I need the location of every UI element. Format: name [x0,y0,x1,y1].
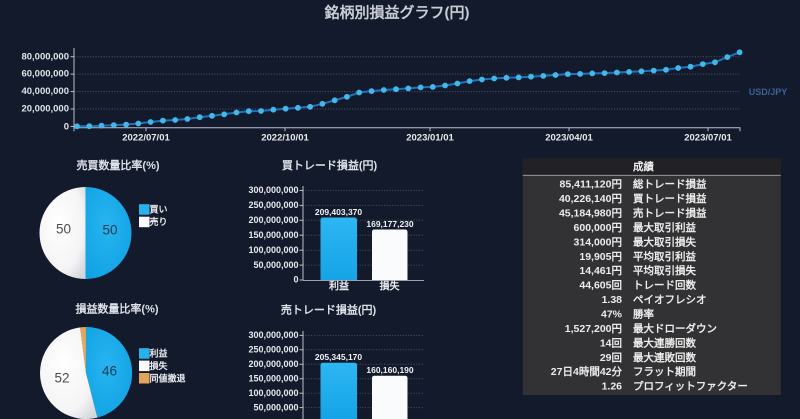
svg-text:50: 50 [102,223,117,238]
svg-text:買トレード損益: 買トレード損益 [633,192,707,205]
svg-text:314,000円: 314,000円 [574,236,622,248]
svg-text:50: 50 [56,222,71,237]
svg-text:プロフィットファクター: プロフィットファクター [633,380,748,393]
svg-text:46: 46 [102,364,117,379]
svg-text:45,184,980円: 45,184,980円 [559,208,622,220]
svg-text:2023/04/01: 2023/04/01 [545,132,593,143]
svg-text:300,000,000: 300,000,000 [248,330,298,340]
svg-text:100,000,000: 100,000,000 [248,245,298,255]
svg-text:1,527,200円: 1,527,200円 [565,323,622,335]
svg-text:50,000,000: 50,000,000 [253,260,298,270]
svg-text:44,605回: 44,605回 [579,280,622,292]
svg-text:1.38: 1.38 [602,294,623,306]
svg-text:600,000円: 600,000円 [574,222,622,234]
svg-text:0: 0 [293,275,298,285]
svg-text:最大連敗回数: 最大連敗回数 [633,351,696,364]
svg-text:総トレード損益: 総トレード損益 [633,178,707,191]
svg-text:40,226,140円: 40,226,140円 [559,193,622,205]
svg-text:200,000,000: 200,000,000 [248,359,298,369]
svg-text:USD/JPY: USD/JPY [749,87,788,97]
svg-text:0: 0 [64,121,69,132]
svg-text:売トレード損益: 売トレード損益 [633,207,707,220]
svg-text:205,345,170: 205,345,170 [315,352,363,362]
svg-text:最大ドローダウン: 最大ドローダウン [633,322,717,335]
svg-text:売り: 売り [150,216,168,227]
svg-text:ペイオフレシオ: ペイオフレシオ [633,294,707,306]
svg-text:買い: 買い [150,205,168,215]
svg-text:最大連勝回数: 最大連勝回数 [633,336,696,349]
svg-text:損失: 損失 [380,280,401,293]
svg-text:売トレード損益(円): 売トレード損益(円) [281,303,377,317]
svg-text:2023/01/01: 2023/01/01 [406,132,454,143]
svg-text:52: 52 [54,371,69,386]
svg-text:2022/10/01: 2022/10/01 [261,132,309,143]
svg-text:50,000,000: 50,000,000 [253,402,298,412]
svg-text:利益: 利益 [149,348,168,359]
svg-text:平均取引損失: 平均取引損失 [633,264,696,277]
svg-text:同値撤退: 同値撤退 [150,372,186,383]
svg-text:60,000,000: 60,000,000 [21,69,69,80]
svg-text:2023/07/01: 2023/07/01 [684,132,732,143]
svg-text:160,160,190: 160,160,190 [366,365,414,375]
svg-text:100,000,000: 100,000,000 [248,388,298,398]
svg-text:14,461円: 14,461円 [579,265,622,277]
svg-text:2022/07/01: 2022/07/01 [122,132,170,143]
svg-text:損益数量比率(%): 損益数量比率(%) [75,302,158,316]
svg-text:150,000,000: 150,000,000 [248,230,298,240]
svg-text:20,000,000: 20,000,000 [21,104,69,115]
svg-text:売買数量比率(%): 売買数量比率(%) [76,158,159,172]
svg-text:29回: 29回 [600,352,622,364]
svg-text:150,000,000: 150,000,000 [248,374,298,384]
svg-text:250,000,000: 250,000,000 [248,345,298,355]
svg-text:トレード回数: トレード回数 [633,279,696,292]
svg-text:47%: 47% [601,309,623,321]
svg-text:勝率: 勝率 [633,308,654,321]
svg-text:40,000,000: 40,000,000 [21,86,69,97]
svg-text:利益: 利益 [329,280,349,293]
svg-text:1.26: 1.26 [602,381,623,393]
svg-text:19,905円: 19,905円 [579,251,622,263]
svg-text:最大取引利益: 最大取引利益 [633,221,696,234]
svg-text:買トレード損益(円): 買トレード損益(円) [282,158,378,172]
svg-text:フラット期間: フラット期間 [633,365,696,378]
svg-text:平均取引利益: 平均取引利益 [633,250,696,263]
svg-text:銘柄別損益グラフ(円): 銘柄別損益グラフ(円) [325,4,470,22]
svg-text:最大取引損失: 最大取引損失 [633,235,696,248]
svg-text:200,000,000: 200,000,000 [248,215,298,225]
svg-text:80,000,000: 80,000,000 [21,51,69,62]
svg-text:27日4時間42分: 27日4時間42分 [551,365,623,378]
svg-text:成績: 成績 [633,160,654,173]
svg-text:14回: 14回 [600,337,622,349]
svg-text:300,000,000: 300,000,000 [248,185,298,195]
svg-text:損失: 損失 [150,360,169,371]
svg-text:169,177,230: 169,177,230 [366,219,414,229]
svg-text:250,000,000: 250,000,000 [248,200,298,210]
svg-text:209,403,370: 209,403,370 [315,207,363,217]
svg-text:85,411,120円: 85,411,120円 [560,179,622,191]
